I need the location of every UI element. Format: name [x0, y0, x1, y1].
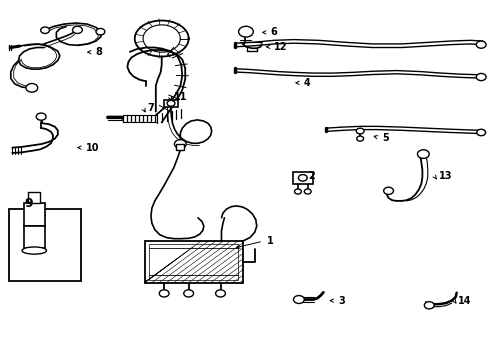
- Circle shape: [417, 150, 429, 158]
- Text: 14: 14: [458, 296, 472, 306]
- Bar: [149, 244, 238, 280]
- Circle shape: [36, 113, 46, 120]
- Bar: [24, 226, 45, 248]
- Circle shape: [384, 187, 393, 194]
- Circle shape: [298, 175, 307, 181]
- Circle shape: [477, 129, 486, 136]
- Circle shape: [26, 84, 38, 92]
- Circle shape: [294, 189, 301, 194]
- Bar: [176, 144, 184, 150]
- Bar: [28, 192, 40, 203]
- Circle shape: [356, 128, 364, 134]
- Bar: [145, 241, 243, 283]
- Circle shape: [159, 290, 169, 297]
- Circle shape: [294, 296, 304, 303]
- Circle shape: [216, 290, 225, 297]
- Circle shape: [304, 189, 311, 194]
- Text: 10: 10: [86, 143, 99, 153]
- Circle shape: [41, 27, 49, 33]
- Circle shape: [476, 41, 486, 48]
- Text: 4: 4: [304, 78, 311, 88]
- Bar: [293, 172, 313, 184]
- Circle shape: [357, 136, 364, 141]
- Text: 2: 2: [309, 171, 316, 181]
- Text: 8: 8: [96, 47, 102, 57]
- Circle shape: [96, 28, 105, 35]
- Text: 12: 12: [274, 42, 288, 52]
- Text: 9: 9: [24, 197, 33, 210]
- Bar: [9, 209, 81, 281]
- Text: 7: 7: [147, 103, 154, 113]
- Circle shape: [174, 140, 186, 148]
- Text: 5: 5: [382, 132, 389, 143]
- Text: 11: 11: [174, 92, 188, 102]
- Text: 13: 13: [439, 171, 452, 181]
- Bar: [164, 100, 178, 107]
- Text: 1: 1: [267, 236, 274, 246]
- Circle shape: [476, 73, 486, 81]
- Circle shape: [239, 26, 253, 37]
- Bar: [24, 203, 45, 226]
- Circle shape: [424, 302, 434, 309]
- Circle shape: [167, 100, 175, 106]
- Circle shape: [184, 290, 194, 297]
- Circle shape: [73, 26, 82, 33]
- Text: 6: 6: [270, 27, 277, 37]
- Text: 3: 3: [338, 296, 345, 306]
- Ellipse shape: [22, 247, 47, 254]
